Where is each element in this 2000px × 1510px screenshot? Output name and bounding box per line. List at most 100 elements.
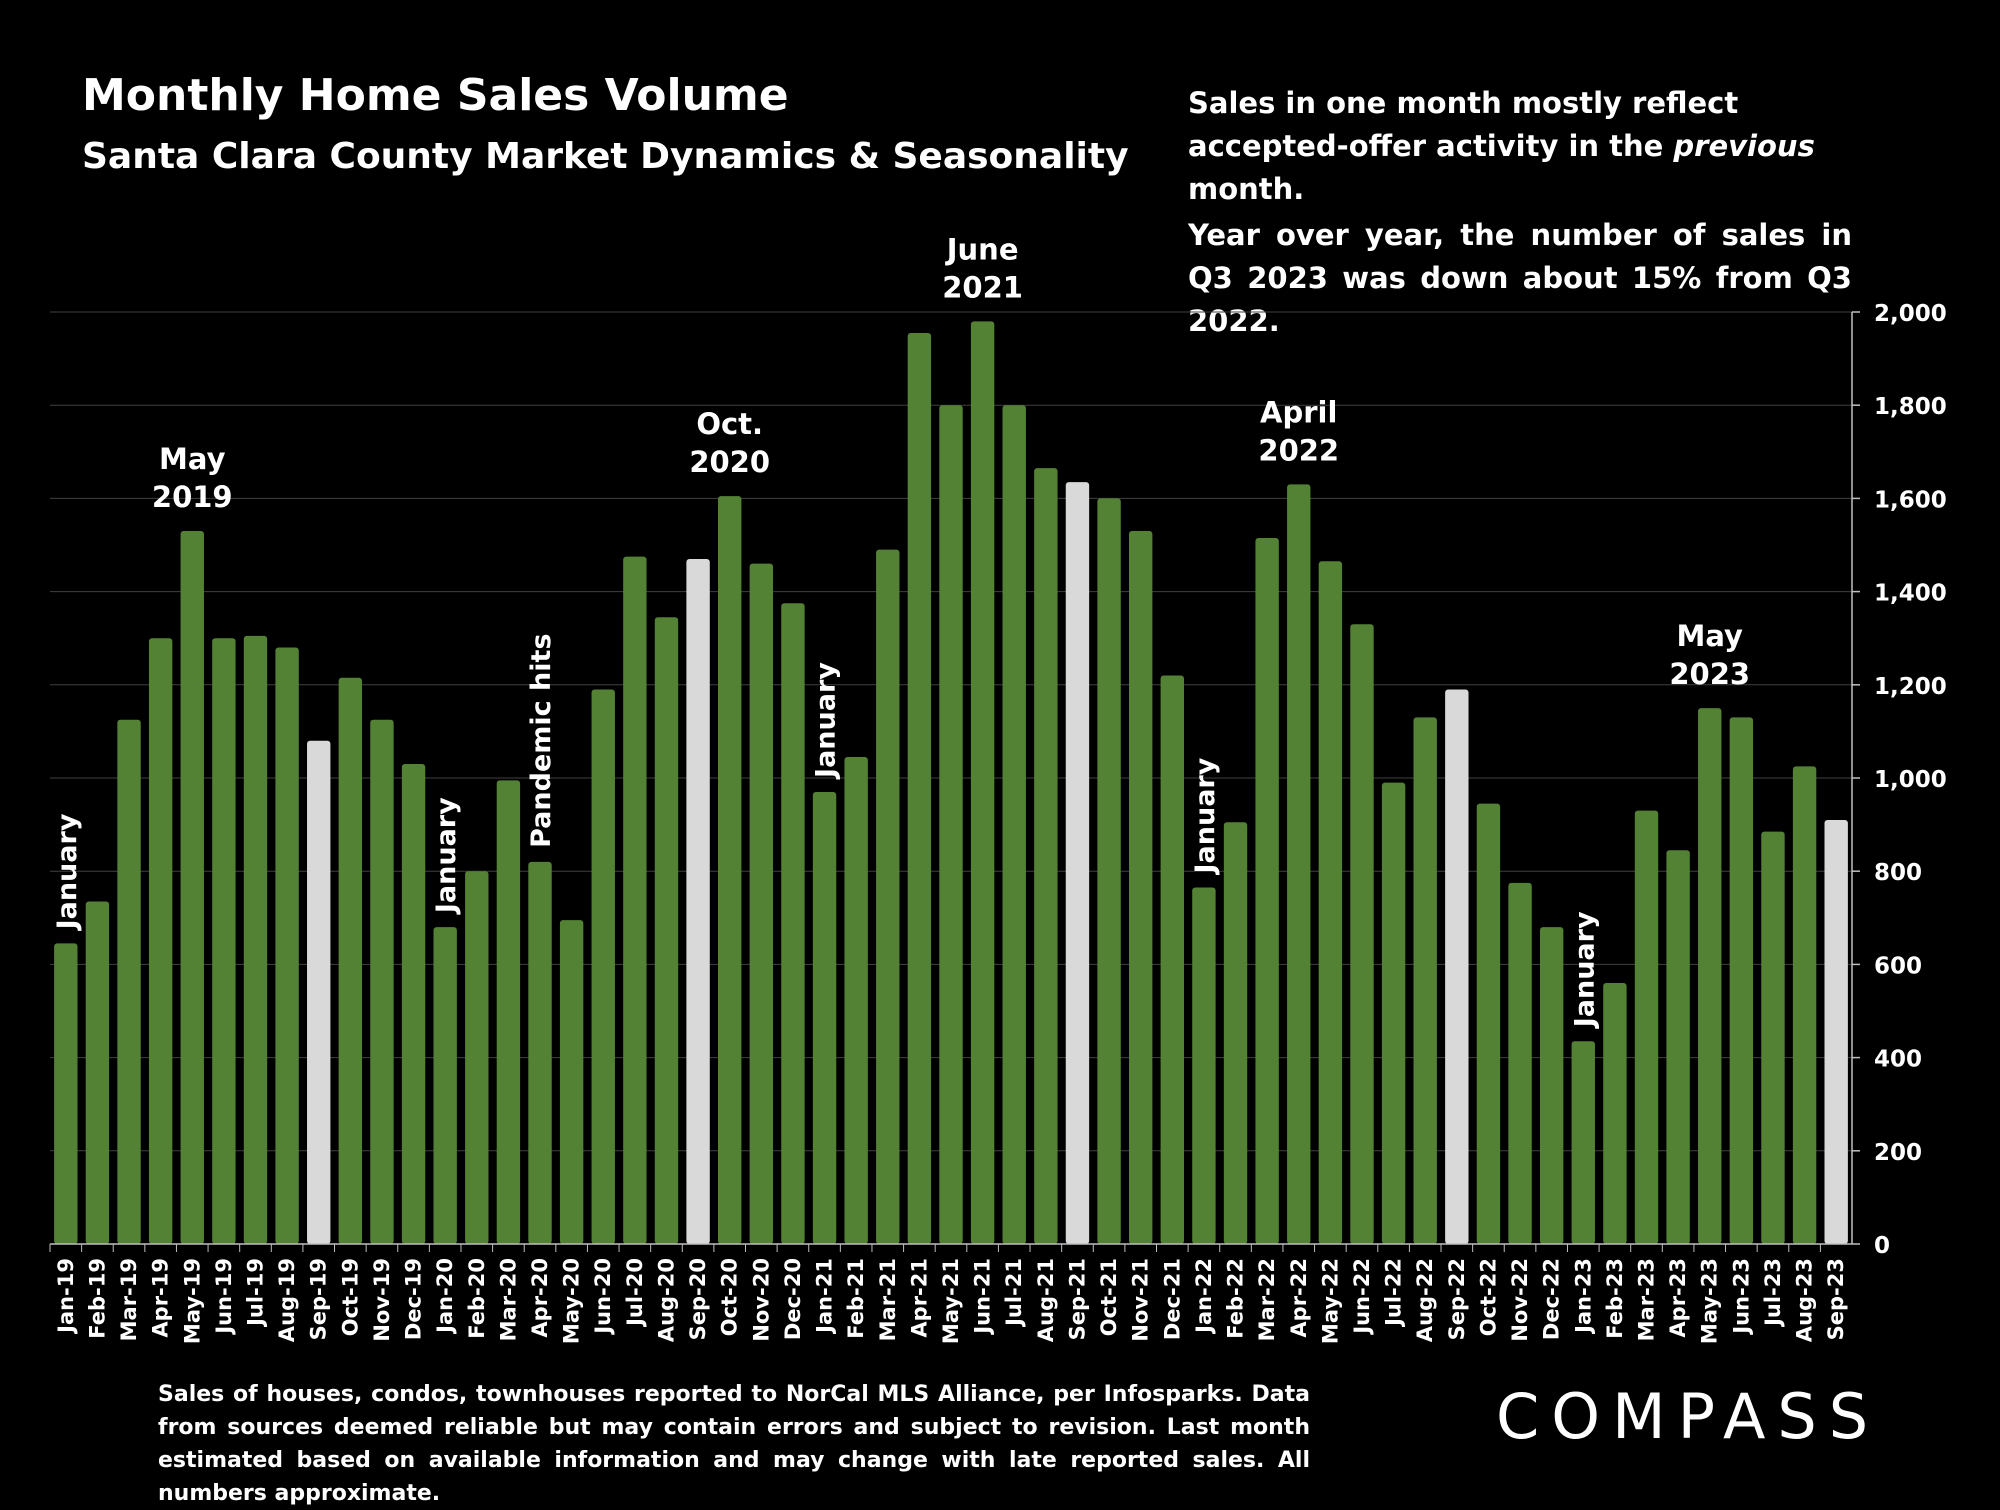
bar-jun-20 xyxy=(591,689,615,1244)
x-tick-label: Jun-21 xyxy=(971,1258,995,1336)
note-text-a: Sales in one month mostly reflect accept… xyxy=(1188,86,1739,163)
x-tick-label: Aug-22 xyxy=(1413,1258,1437,1342)
bar-nov-19 xyxy=(370,719,394,1244)
bar-may-21 xyxy=(939,405,963,1244)
bar-dec-20 xyxy=(781,603,805,1244)
x-tick-label: Aug-19 xyxy=(275,1258,299,1342)
x-tick-label: Jul-22 xyxy=(1382,1258,1406,1328)
x-tick-label: Jan-19 xyxy=(54,1258,78,1335)
bar-aug-20 xyxy=(654,617,679,1244)
annotation-label: 2021 xyxy=(942,270,1023,304)
x-tick-label: Mar-22 xyxy=(1255,1258,1279,1341)
bar-jul-21 xyxy=(1002,405,1026,1244)
x-tick-label: Oct-20 xyxy=(718,1258,742,1336)
x-tick-label: Apr-20 xyxy=(528,1258,552,1338)
x-tick-label: May-20 xyxy=(560,1258,584,1344)
x-tick-label: May-22 xyxy=(1318,1258,1342,1344)
bar-feb-21 xyxy=(844,757,868,1244)
x-tick-label: Nov-20 xyxy=(749,1258,773,1342)
bar-jan-21 xyxy=(812,791,837,1244)
x-tick-label: Jun-22 xyxy=(1350,1258,1374,1336)
bar-oct-22 xyxy=(1476,803,1501,1244)
x-tick-label: Oct-21 xyxy=(1097,1258,1121,1336)
x-tick-label: Jun-19 xyxy=(212,1258,236,1336)
bar-aug-19 xyxy=(275,647,299,1244)
x-tick-label: Jul-23 xyxy=(1761,1258,1785,1328)
bar-jul-23 xyxy=(1761,831,1785,1244)
bar-oct-21 xyxy=(1097,498,1121,1244)
bar-jul-19 xyxy=(243,635,268,1244)
x-tick-label: May-19 xyxy=(180,1258,204,1344)
annotation-label: Oct. xyxy=(696,407,763,441)
x-tick-label: Dec-21 xyxy=(1160,1258,1184,1340)
annotation-label: June xyxy=(945,232,1019,266)
bar-jun-21 xyxy=(970,321,995,1244)
note-previous-month: Sales in one month mostly reflect accept… xyxy=(1188,82,1852,211)
x-tick-label: Feb-21 xyxy=(844,1258,868,1339)
annotation-label: January xyxy=(811,662,842,780)
y-tick-label: 800 xyxy=(1874,860,1922,886)
bar-sep-22 xyxy=(1445,689,1469,1244)
bar-jun-19 xyxy=(212,638,236,1244)
bar-aug-23 xyxy=(1792,766,1817,1244)
x-tick-label: Oct-19 xyxy=(338,1258,362,1336)
bar-mar-20 xyxy=(496,780,521,1244)
x-tick-label: Dec-22 xyxy=(1540,1258,1564,1340)
bar-nov-22 xyxy=(1508,882,1532,1244)
bar-may-22 xyxy=(1318,561,1343,1244)
x-tick-label: Mar-20 xyxy=(496,1258,520,1341)
bar-aug-21 xyxy=(1034,468,1058,1244)
y-tick-label: 400 xyxy=(1874,1047,1922,1073)
bar-nov-21 xyxy=(1128,531,1153,1244)
x-tick-label: Sep-19 xyxy=(307,1258,331,1340)
bar-apr-19 xyxy=(148,638,173,1244)
bar-dec-21 xyxy=(1160,675,1184,1244)
bar-feb-23 xyxy=(1603,983,1627,1244)
bar-jun-22 xyxy=(1350,624,1374,1244)
x-tick-label: Jun-23 xyxy=(1729,1258,1753,1336)
x-tick-label: Sep-20 xyxy=(686,1258,710,1340)
x-tick-label: Jan-21 xyxy=(813,1258,837,1335)
x-tick-label: Jul-21 xyxy=(1002,1258,1026,1328)
annotation-label: April xyxy=(1260,395,1337,429)
chart-subtitle: Santa Clara County Market Dynamics & Sea… xyxy=(82,136,1129,177)
x-tick-label: Oct-22 xyxy=(1476,1258,1500,1336)
x-tick-label: Aug-20 xyxy=(654,1258,678,1342)
x-tick-label: Feb-20 xyxy=(465,1258,489,1339)
bar-may-20 xyxy=(559,920,584,1244)
bar-feb-19 xyxy=(85,901,110,1244)
bar-sep-19 xyxy=(307,740,331,1244)
compass-logo: COMPASS xyxy=(1496,1380,1881,1453)
annotation-label: 2023 xyxy=(1669,657,1750,691)
bar-may-19 xyxy=(180,531,204,1244)
source-footnote: Sales of houses, condos, townhouses repo… xyxy=(158,1382,1310,1506)
y-tick-label: 1,800 xyxy=(1874,394,1947,420)
annotation-label: May xyxy=(1677,619,1744,653)
x-tick-label: Apr-22 xyxy=(1287,1258,1311,1338)
x-tick-label: Mar-19 xyxy=(117,1258,141,1341)
bar-jun-23 xyxy=(1729,717,1754,1244)
bar-feb-22 xyxy=(1223,822,1248,1244)
annotation-label: Pandemic hits xyxy=(526,633,557,847)
bar-mar-23 xyxy=(1634,810,1659,1244)
bar-nov-20 xyxy=(749,563,774,1244)
y-tick-label: 2,000 xyxy=(1874,301,1947,327)
y-tick-label: 600 xyxy=(1874,953,1922,979)
annotation-label: May xyxy=(159,442,226,476)
x-tick-label: Feb-22 xyxy=(1224,1258,1248,1339)
x-tick-label: Sep-21 xyxy=(1065,1258,1089,1340)
chart-title: Monthly Home Sales Volume xyxy=(82,70,789,121)
bar-mar-22 xyxy=(1255,538,1279,1244)
note-text-b: month. xyxy=(1188,172,1305,206)
x-tick-label: May-23 xyxy=(1698,1258,1722,1344)
bar-dec-22 xyxy=(1539,927,1564,1244)
bar-oct-20 xyxy=(718,496,742,1244)
annotation-label: January xyxy=(1569,911,1600,1029)
y-tick-label: 200 xyxy=(1874,1140,1922,1166)
bar-sep-21 xyxy=(1065,482,1090,1245)
bar-sep-20 xyxy=(686,558,710,1244)
x-tick-label: Sep-22 xyxy=(1445,1258,1469,1340)
y-tick-label: 1,200 xyxy=(1874,674,1947,700)
y-tick-label: 1,000 xyxy=(1874,767,1947,793)
